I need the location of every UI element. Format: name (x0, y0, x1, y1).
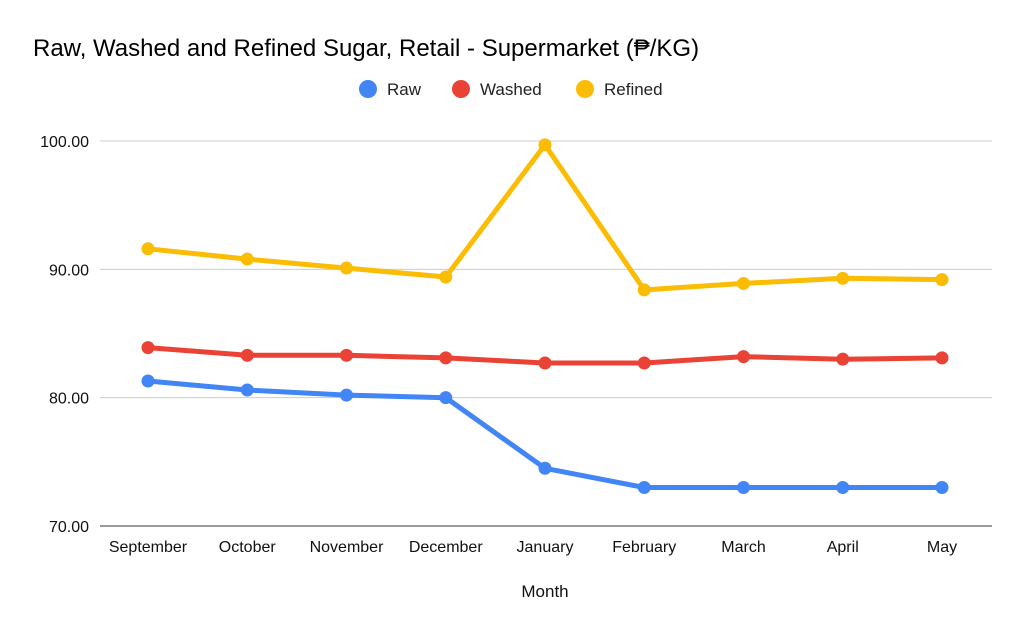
legend-label-raw: Raw (387, 80, 422, 99)
x-tick-label: January (517, 539, 574, 556)
data-point-raw (737, 481, 750, 494)
data-point-washed (439, 351, 453, 365)
data-point-washed (141, 341, 155, 355)
legend-label-washed: Washed (480, 80, 542, 99)
series-line-refined (145, 142, 945, 293)
data-point-washed (836, 352, 850, 366)
legend-swatch-raw (359, 80, 377, 98)
x-tick-label: April (827, 539, 859, 556)
data-point-washed (240, 348, 254, 362)
data-point-refined (240, 252, 254, 266)
x-tick-label: February (612, 539, 676, 556)
x-tick-label: December (409, 539, 483, 556)
series-washed (141, 341, 949, 370)
legend-swatch-refined (576, 80, 594, 98)
series-raw (141, 374, 949, 494)
series-refined (141, 138, 949, 297)
legend-label-refined: Refined (604, 80, 663, 99)
data-point-washed (340, 348, 353, 362)
chart-title: Raw, Washed and Refined Sugar, Retail - … (33, 35, 699, 62)
data-point-refined (836, 271, 850, 285)
y-tick-label: 70.00 (49, 519, 89, 536)
y-tick-label: 90.00 (49, 262, 89, 279)
data-point-refined (935, 273, 949, 287)
data-point-refined (737, 276, 750, 290)
data-point-washed (737, 350, 750, 364)
data-point-refined (538, 138, 552, 152)
data-point-washed (637, 356, 651, 370)
data-point-washed (538, 356, 552, 370)
y-tick-label: 100.00 (40, 134, 89, 151)
x-tick-label: September (109, 539, 188, 556)
data-point-refined (340, 261, 353, 275)
data-point-refined (439, 270, 453, 284)
data-point-raw (240, 383, 254, 397)
x-tick-label: May (927, 539, 957, 556)
data-point-refined (141, 242, 155, 256)
x-tick-label: October (219, 539, 277, 556)
data-point-raw (340, 388, 353, 402)
data-point-raw (836, 481, 850, 494)
data-point-raw (439, 391, 453, 405)
x-axis-title: Month (521, 582, 568, 601)
data-point-raw (935, 481, 949, 494)
data-point-refined (637, 283, 651, 297)
legend-swatch-washed (452, 80, 470, 98)
y-tick-label: 80.00 (49, 391, 89, 408)
x-axis-ticks: September October November December January F… (109, 539, 957, 556)
data-point-raw (141, 374, 155, 388)
x-tick-label: March (721, 539, 765, 556)
x-tick-label: November (310, 539, 384, 556)
data-point-raw (637, 481, 651, 494)
legend: Raw Washed Refined (359, 80, 663, 99)
y-axis-ticks: 70.00 80.00 90.00 100.00 (40, 134, 89, 536)
data-point-washed (935, 351, 949, 365)
series-lines (141, 138, 949, 494)
data-point-raw (538, 461, 552, 475)
